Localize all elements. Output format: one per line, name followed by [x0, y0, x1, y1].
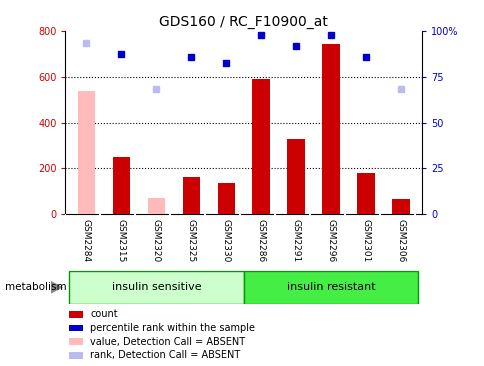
Text: rank, Detection Call = ABSENT: rank, Detection Call = ABSENT — [90, 351, 240, 361]
Text: metabolism: metabolism — [5, 282, 66, 292]
Bar — [69, 271, 243, 304]
Text: value, Detection Call = ABSENT: value, Detection Call = ABSENT — [90, 337, 245, 347]
Text: count: count — [90, 309, 118, 319]
Bar — [69, 339, 83, 345]
Bar — [217, 183, 234, 214]
Text: insulin sensitive: insulin sensitive — [111, 282, 201, 292]
Text: GSM2306: GSM2306 — [395, 219, 405, 262]
Bar — [77, 91, 95, 214]
Bar — [69, 311, 83, 318]
Text: GSM2286: GSM2286 — [256, 219, 265, 262]
Bar — [322, 44, 339, 214]
Bar — [392, 199, 409, 214]
Bar — [252, 79, 270, 214]
Bar — [182, 177, 199, 214]
Bar — [112, 157, 130, 214]
Bar — [243, 271, 418, 304]
Text: GSM2296: GSM2296 — [326, 219, 335, 262]
Text: GSM2291: GSM2291 — [291, 219, 300, 262]
Text: insulin resistant: insulin resistant — [286, 282, 375, 292]
Text: GSM2325: GSM2325 — [186, 219, 196, 262]
Bar — [357, 173, 374, 214]
Text: GSM2315: GSM2315 — [117, 219, 126, 262]
Text: GSM2330: GSM2330 — [221, 219, 230, 262]
Bar — [69, 352, 83, 359]
Text: GSM2320: GSM2320 — [151, 219, 161, 262]
Text: percentile rank within the sample: percentile rank within the sample — [90, 323, 255, 333]
Bar — [147, 198, 165, 214]
Bar — [69, 325, 83, 331]
Text: GSM2284: GSM2284 — [82, 219, 91, 262]
Polygon shape — [51, 281, 63, 294]
Bar — [287, 139, 304, 214]
Text: GSM2301: GSM2301 — [361, 219, 370, 262]
Title: GDS160 / RC_F10900_at: GDS160 / RC_F10900_at — [159, 15, 328, 29]
